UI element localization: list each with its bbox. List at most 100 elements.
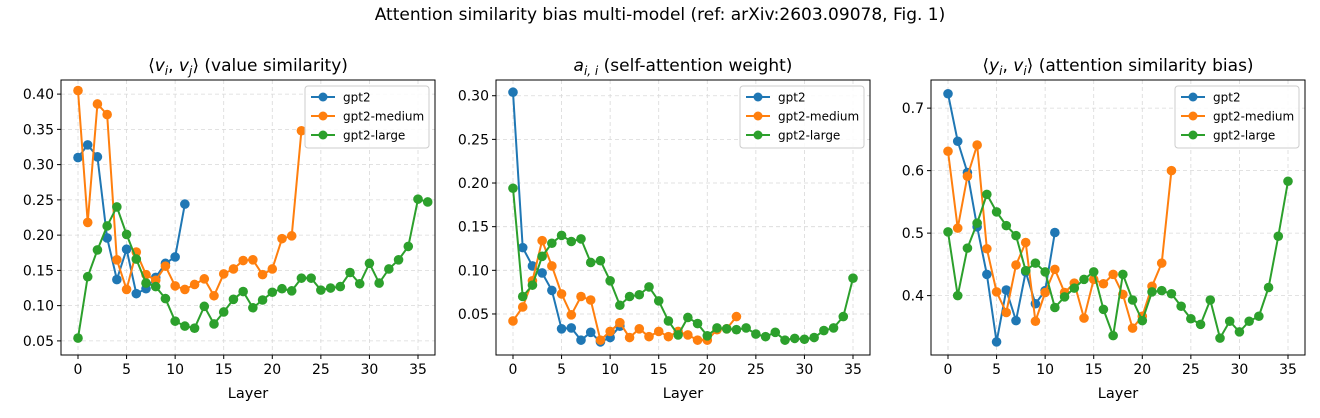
data-point-gpt2-medium [692,335,703,345]
data-point-gpt2-medium [634,324,645,334]
data-point-gpt2 [170,252,180,262]
x-tick-label: 25 [1182,362,1200,378]
data-point-gpt2 [537,268,547,278]
y-tick-label: 0.25 [23,193,54,209]
legend-label-gpt2-large: gpt2-large [1213,129,1275,143]
data-point-gpt2-medium [1098,278,1109,289]
data-point-gpt2-large [991,207,1002,217]
data-point-gpt2-large [1195,319,1206,330]
data-point-gpt2-large [1030,258,1041,268]
data-point-gpt2-medium [121,284,132,295]
data-point-gpt2-medium [180,284,190,295]
data-point-gpt2-large [112,202,122,212]
data-point-gpt2-medium [1166,165,1177,176]
data-point-gpt2-large [170,316,180,326]
data-point-gpt2-medium [286,231,297,241]
legend-label-gpt2-medium: gpt2-medium [1213,110,1294,124]
data-point-gpt2-medium [537,235,547,246]
data-point-gpt2-large [952,290,963,301]
x-tick-label: 20 [263,362,281,378]
data-point-gpt2-medium [238,255,248,266]
data-point-gpt2-large [731,324,742,335]
x-axis-label: Layer [1098,386,1138,402]
legend: gpt2 gpt2-medium gpt2-large [304,85,430,149]
data-point-gpt2-medium [112,255,122,265]
data-point-gpt2-large [556,230,567,241]
data-point-gpt2-large [1050,302,1060,313]
data-point-gpt2-medium [73,85,83,96]
data-point-gpt2-medium [962,171,973,182]
data-point-gpt2-large [1263,282,1274,293]
data-point-gpt2-large [1079,274,1089,285]
data-point-gpt2-large [1118,269,1128,280]
data-point-gpt2-large [962,243,973,253]
data-point-gpt2-medium [663,331,674,342]
y-tick-label: 0.15 [23,263,54,279]
legend-marker-gpt2-medium [1188,111,1198,121]
data-point-gpt2-medium [92,99,103,109]
data-point-gpt2-large [1069,283,1080,293]
data-point-gpt2-large [1098,304,1109,315]
data-point-gpt2 [547,285,557,296]
data-point-gpt2-large [751,329,761,339]
data-point-gpt2-large [760,331,771,342]
data-point-gpt2-medium [1079,313,1089,323]
data-point-gpt2-large [1283,176,1293,187]
data-point-gpt2 [556,324,567,334]
data-point-gpt2-large [1059,292,1070,302]
data-point-gpt2-large [121,229,132,240]
data-point-gpt2-large [296,273,307,283]
data-point-gpt2-large [605,275,615,286]
data-point-gpt2-large [1147,287,1157,297]
data-point-gpt2-large [209,319,219,329]
data-point-gpt2-large [828,323,839,333]
series-line-gpt2-medium [947,144,1173,331]
x-tick-label: 10 [1036,362,1054,378]
data-point-gpt2-medium [624,332,635,343]
data-point-gpt2-medium [1020,237,1031,248]
data-point-gpt2-large [683,312,693,323]
data-point-gpt2-large [576,234,586,244]
data-point-gpt2-large [403,241,414,252]
data-point-gpt2-medium [160,261,171,271]
data-point-gpt2-medium [1108,269,1118,280]
data-point-gpt2-large [1244,316,1254,327]
x-tick-label: 35 [1279,362,1297,378]
legend-marker-gpt2 [1188,92,1198,102]
data-point-gpt2 [508,87,518,98]
legend-marker-gpt2-medium [318,111,328,121]
data-point-gpt2-medium [595,335,606,345]
y-tick-label: 0.10 [23,299,54,315]
data-point-gpt2 [1001,285,1012,295]
data-point-gpt2-large [1088,267,1099,277]
data-point-gpt2-large [702,330,713,341]
data-point-gpt2-large [1186,313,1196,324]
data-point-gpt2-large [566,236,577,247]
data-point-gpt2-large [73,333,83,343]
data-point-gpt2-medium [102,109,112,120]
legend-box [304,85,430,149]
data-point-gpt2 [82,140,93,150]
data-point-gpt2-large [848,273,858,283]
x-axis-label: Layer [663,386,703,402]
data-point-gpt2-large [982,189,992,200]
data-point-gpt2-medium [170,281,180,291]
legend-marker-gpt2-large [753,130,763,140]
data-point-gpt2-medium [218,269,229,279]
data-point-gpt2-medium [615,317,625,328]
data-point-gpt2-medium [517,302,528,312]
data-point-gpt2-medium [731,311,742,322]
data-point-gpt2-large [384,264,394,274]
plot-frame [495,79,871,356]
data-point-gpt2-large [199,301,210,312]
data-point-gpt2-medium [189,279,200,290]
x-tick-label: 0 [509,362,518,378]
data-point-gpt2-medium [267,264,278,274]
y-tick-label: 0.40 [23,87,54,103]
y-tick-label: 0.6 [902,164,924,180]
legend-marker-gpt2-large [1188,130,1198,140]
data-point-gpt2-medium [277,233,287,244]
legend-marker-gpt2-medium [753,111,763,121]
data-point-gpt2-medium [1040,287,1050,298]
data-point-gpt2 [1050,227,1060,238]
